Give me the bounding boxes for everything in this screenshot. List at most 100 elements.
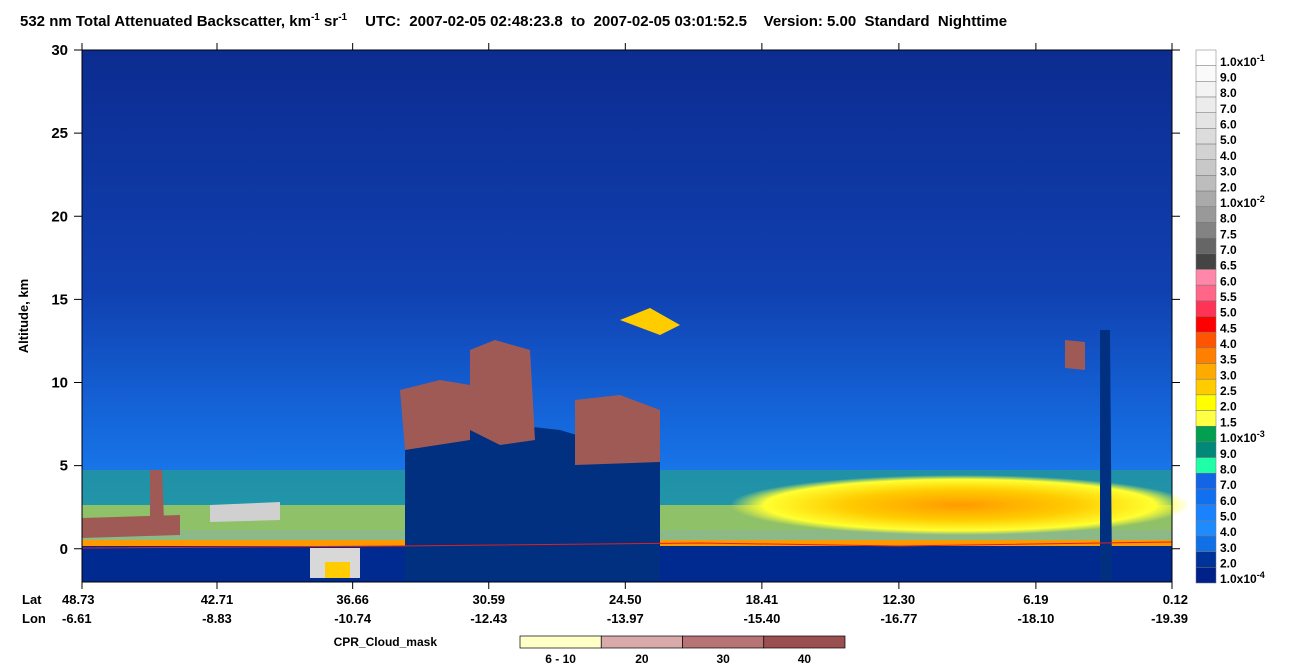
colorbar-label: 6.0 — [1220, 118, 1237, 132]
colorbar-swatch — [1195, 253, 1217, 270]
colorbar-label: 3.0 — [1220, 368, 1237, 382]
y-axis-label: Altitude, km — [16, 279, 31, 353]
colorbar-swatch — [1195, 441, 1217, 458]
colorbar-label-text: 6.0 — [1220, 274, 1237, 288]
colorbar-label-text: 3.0 — [1220, 541, 1237, 555]
colorbar-swatch — [1195, 535, 1217, 552]
colorbar-label: 8.0 — [1220, 86, 1237, 100]
colorbar-label: 7.5 — [1220, 227, 1237, 241]
mask-swatch — [763, 635, 846, 649]
colorbar-label: 3.0 — [1220, 165, 1237, 179]
colorbar-label: 1.0x10-4 — [1220, 570, 1265, 586]
colorbar-label-text: 2.0 — [1220, 400, 1237, 414]
colorbar-label-text: 5.0 — [1220, 306, 1237, 320]
lon-tick-label: -12.43 — [470, 611, 507, 626]
x-tick-label: 36.66 — [336, 592, 369, 607]
colorbar-swatch — [1195, 237, 1217, 255]
colorbar-label-text: 5.0 — [1220, 133, 1237, 147]
colorbar-swatch — [1195, 96, 1217, 113]
x-tick-label: 0.12 — [1163, 592, 1188, 607]
colorbar-swatch — [1195, 222, 1217, 239]
colorbar-swatch — [1195, 473, 1217, 490]
colorbar-swatch — [1195, 551, 1217, 568]
y-tick-label: 0 — [60, 541, 68, 558]
colorbar-label: 7.0 — [1220, 243, 1237, 257]
colorbar-swatch — [1195, 81, 1217, 98]
colorbar-swatch — [1195, 347, 1217, 364]
title-sup: -1 — [338, 12, 347, 23]
colorbar-label: 5.5 — [1220, 290, 1237, 304]
colorbar-label-text: 9.0 — [1220, 71, 1237, 85]
colorbar-label: 2.5 — [1220, 384, 1237, 398]
y-tick-label: 5 — [60, 458, 68, 475]
colorbar-swatch — [1195, 284, 1217, 302]
colorbar-label-text: 1.5 — [1220, 415, 1237, 429]
x-tick-label: 18.41 — [746, 592, 779, 607]
colorbar-label: 2.0 — [1220, 556, 1237, 570]
chart-title: 532 nm Total Attenuated Backscatter, km-… — [20, 12, 1007, 30]
y-tick-label: 25 — [51, 125, 68, 142]
colorbar-label: 4.0 — [1220, 525, 1237, 539]
colorbar-label: 6.5 — [1220, 259, 1237, 273]
colorbar-label: 5.0 — [1220, 133, 1237, 147]
title-unit: sr — [320, 13, 339, 30]
colorbar-label-exp: -2 — [1257, 194, 1265, 204]
colorbar-label-text: 2.5 — [1220, 384, 1237, 398]
colorbar-swatch — [1195, 143, 1217, 160]
colorbar-swatch — [1195, 363, 1217, 380]
colorbar-swatch — [1195, 504, 1217, 521]
lon-tick-label: -8.83 — [202, 611, 232, 626]
colorbar-label-exp: -4 — [1257, 570, 1265, 580]
colorbar-label: 1.0x10-1 — [1220, 53, 1265, 69]
x-tick-label: 42.71 — [201, 592, 234, 607]
colorbar-label-text: 6.0 — [1220, 494, 1237, 508]
x-row-label: Lat — [22, 592, 42, 607]
lon-tick-label: -13.97 — [607, 611, 644, 626]
colorbar-label-exp: -3 — [1257, 429, 1265, 439]
colorbar-label-text: 1.0x10 — [1220, 55, 1257, 69]
curtain-image — [81, 49, 1190, 583]
colorbar-label-text: 6.0 — [1220, 118, 1237, 132]
colorbar-swatch — [1195, 457, 1217, 474]
mask-swatch — [600, 635, 683, 649]
colorbar-label: 8.0 — [1220, 462, 1237, 476]
y-tick-label: 10 — [51, 375, 68, 392]
x-row-label: Lon — [22, 611, 46, 626]
colorbar-label: 3.0 — [1220, 541, 1237, 555]
mask-title: CPR_Cloud_mask — [334, 635, 438, 649]
lon-tick-label: -6.61 — [62, 611, 92, 626]
x-tick-label: 24.50 — [609, 592, 642, 607]
colorbar-label: 2.0 — [1220, 180, 1237, 194]
colorbar-label-text: 6.5 — [1220, 259, 1237, 273]
x-tick-label: 30.59 — [472, 592, 505, 607]
colorbar-swatch — [1195, 206, 1217, 223]
lon-tick-label: -10.74 — [334, 611, 372, 626]
colorbar-label: 5.0 — [1220, 306, 1237, 320]
colorbar-swatch — [1195, 410, 1217, 427]
lon-tick-label: -15.40 — [743, 611, 780, 626]
x-tick-label: 48.73 — [62, 592, 95, 607]
y-tick-label: 30 — [51, 42, 68, 59]
colorbar-label: 9.0 — [1220, 447, 1237, 461]
colorbar-label-text: 5.5 — [1220, 290, 1237, 304]
colorbar-label-text: 7.5 — [1220, 227, 1237, 241]
colorbar-label: 1.0x10-2 — [1220, 194, 1265, 210]
colorbar-swatch — [1195, 269, 1217, 286]
colorbar-label-text: 7.0 — [1220, 102, 1237, 116]
title-sup: -1 — [311, 12, 320, 23]
colorbar-label: 2.0 — [1220, 400, 1237, 414]
colorbar-label-text: 4.0 — [1220, 149, 1237, 163]
colorbar-label: 1.0x10-3 — [1220, 429, 1265, 445]
colorbar-label: 1.5 — [1220, 415, 1237, 429]
lon-tick-label: -18.10 — [1017, 611, 1054, 626]
colorbar-label-exp: -1 — [1257, 53, 1265, 63]
colorbar-label: 8.0 — [1220, 212, 1237, 226]
colorbar-swatch — [1195, 394, 1217, 411]
colorbar-label: 4.0 — [1220, 337, 1237, 351]
mask-swatch — [682, 635, 765, 649]
x-tick-label: 6.19 — [1023, 592, 1048, 607]
colorbar-swatch — [1195, 112, 1217, 129]
colorbar-swatch — [1195, 49, 1217, 66]
colorbar-label: 7.0 — [1220, 478, 1237, 492]
